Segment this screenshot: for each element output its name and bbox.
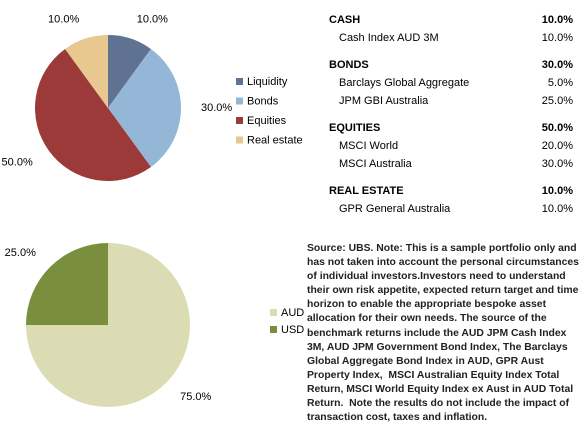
section-heading: REAL ESTATE xyxy=(329,185,404,197)
row-value: 20.0% xyxy=(542,140,573,152)
section-heading: EQUITIES xyxy=(329,122,380,134)
row-value: 10.0% xyxy=(542,203,573,215)
data-label: 30.0% xyxy=(201,102,232,114)
row-value: 25.0% xyxy=(542,95,573,107)
section-total: 50.0% xyxy=(542,122,573,134)
pie-slice xyxy=(26,243,108,325)
source-note: Source: UBS. Note: This is a sample port… xyxy=(307,243,579,424)
section-heading: BONDS xyxy=(329,59,369,71)
legend-label: Real estate xyxy=(247,134,303,146)
row-name: GPR General Australia xyxy=(339,203,451,215)
section-total: 30.0% xyxy=(542,59,573,71)
pie-slice xyxy=(65,35,108,108)
row-value: 5.0% xyxy=(548,77,573,89)
section-total: 10.0% xyxy=(542,185,573,197)
legend-swatch xyxy=(270,326,277,333)
row-name: JPM GBI Australia xyxy=(339,95,429,107)
legend-swatch xyxy=(236,136,243,144)
legend-label: Bonds xyxy=(247,95,279,107)
row-value: 30.0% xyxy=(542,158,573,170)
row-name: Barclays Global Aggregate xyxy=(339,77,469,89)
row-name: MSCI Australia xyxy=(339,158,413,170)
section-total: 10.0% xyxy=(542,14,573,26)
data-label: 10.0% xyxy=(48,13,79,25)
row-name: Cash Index AUD 3M xyxy=(339,32,439,44)
legend-swatch xyxy=(236,78,243,85)
legend-swatch xyxy=(236,97,243,105)
legend-label: USD xyxy=(281,324,304,336)
data-label: 25.0% xyxy=(5,247,36,259)
pie-slice xyxy=(108,48,181,168)
legend-swatch xyxy=(236,117,243,124)
data-label: 50.0% xyxy=(2,157,33,169)
pie-slice xyxy=(108,35,151,108)
pie-slice xyxy=(35,48,151,182)
legend-label: AUD xyxy=(281,307,304,319)
data-label: 75.0% xyxy=(180,391,211,403)
section-heading: CASH xyxy=(329,14,360,26)
row-name: MSCI World xyxy=(339,140,398,152)
legend-swatch xyxy=(270,309,277,316)
legend-label: Liquidity xyxy=(247,76,288,88)
legend-label: Equities xyxy=(247,115,287,127)
row-value: 10.0% xyxy=(542,32,573,44)
data-label: 10.0% xyxy=(137,13,168,25)
